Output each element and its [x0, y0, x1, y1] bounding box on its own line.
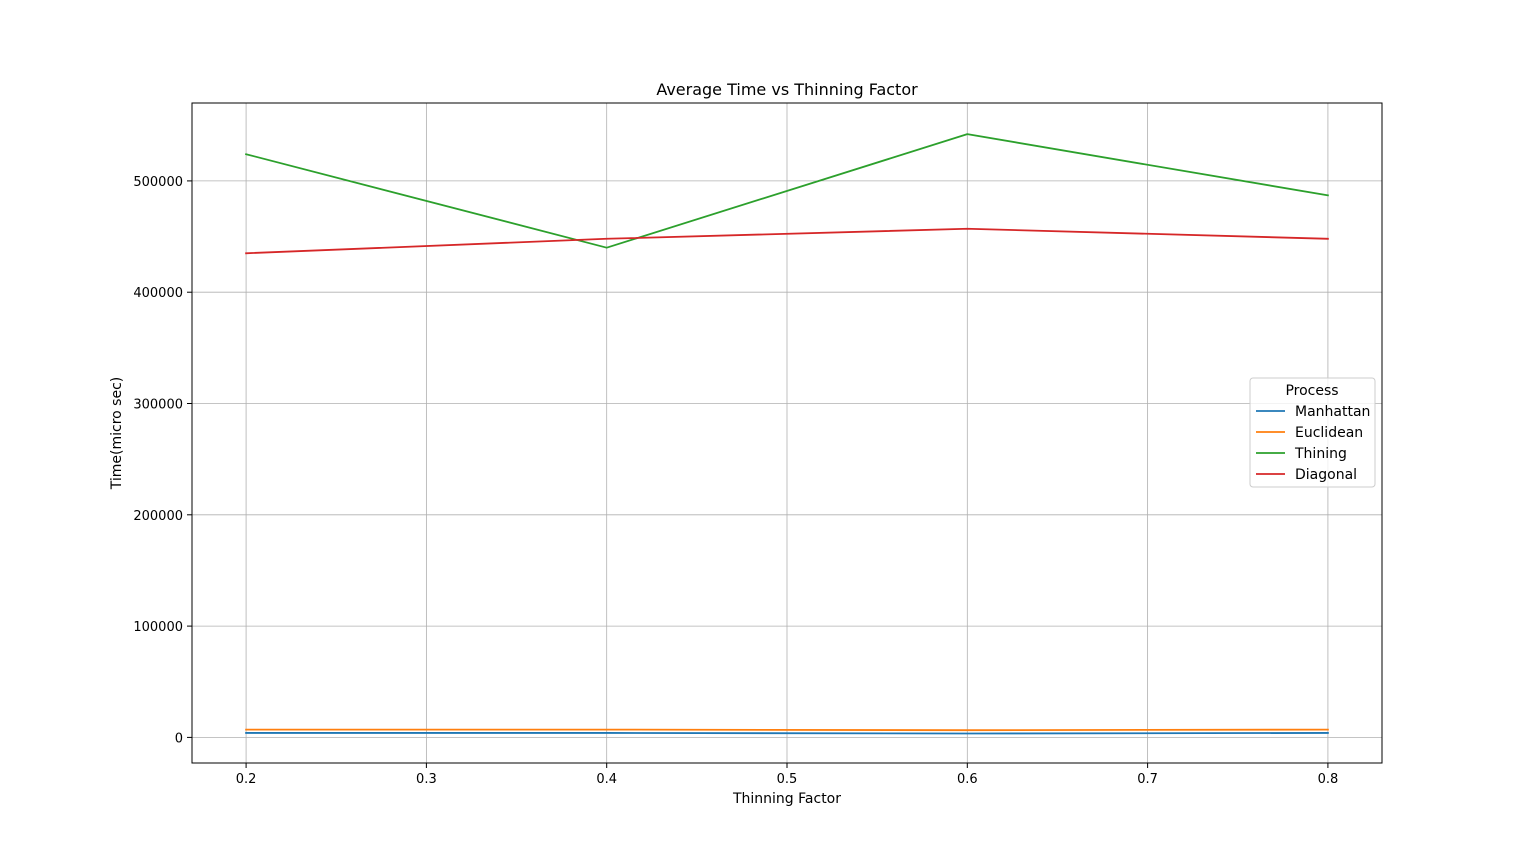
chart-title: Average Time vs Thinning Factor [656, 80, 918, 99]
y-tick-label: 100000 [133, 620, 183, 635]
x-tick-label: 0.6 [957, 772, 978, 787]
series-line-diagonal [245, 227, 1329, 255]
series-lines [244, 133, 1329, 735]
x-tick-label: 0.5 [777, 772, 798, 787]
series-line-thining [244, 133, 1329, 249]
legend-label-diagonal: Diagonal [1295, 467, 1357, 483]
legend-label-euclidean: Euclidean [1295, 425, 1363, 441]
legend: Process Manhattan Euclidean Thining Diagona… [1249, 377, 1376, 488]
y-axis-label: Time(micro sec) [109, 377, 125, 490]
legend-label-thining: Thining [1294, 446, 1347, 462]
x-axis-label: Thinning Factor [732, 791, 841, 807]
x-tick-label: 0.3 [416, 772, 437, 787]
y-tick-label: 400000 [133, 286, 183, 301]
series-line-euclidean [245, 728, 1329, 732]
y-tick-label: 300000 [133, 398, 183, 413]
x-tick-label: 0.2 [236, 772, 257, 787]
y-tick-label: 0 [175, 731, 183, 746]
y-tick-label: 500000 [133, 175, 183, 190]
y-tick-label: 200000 [133, 509, 183, 524]
x-tick-label: 0.7 [1137, 772, 1158, 787]
series-line-manhattan [245, 732, 1329, 735]
x-tick-label: 0.8 [1318, 772, 1339, 787]
legend-box [1249, 377, 1376, 488]
grid-lines [192, 103, 1382, 763]
axis-ticks: 0.2 0.3 0.4 0.5 0.6 0.7 0.8 0 100000 200000 300000… [133, 175, 1338, 787]
legend-label-manhattan: Manhattan [1295, 404, 1370, 420]
legend-title: Process [1285, 383, 1338, 399]
x-tick-label: 0.4 [596, 772, 617, 787]
